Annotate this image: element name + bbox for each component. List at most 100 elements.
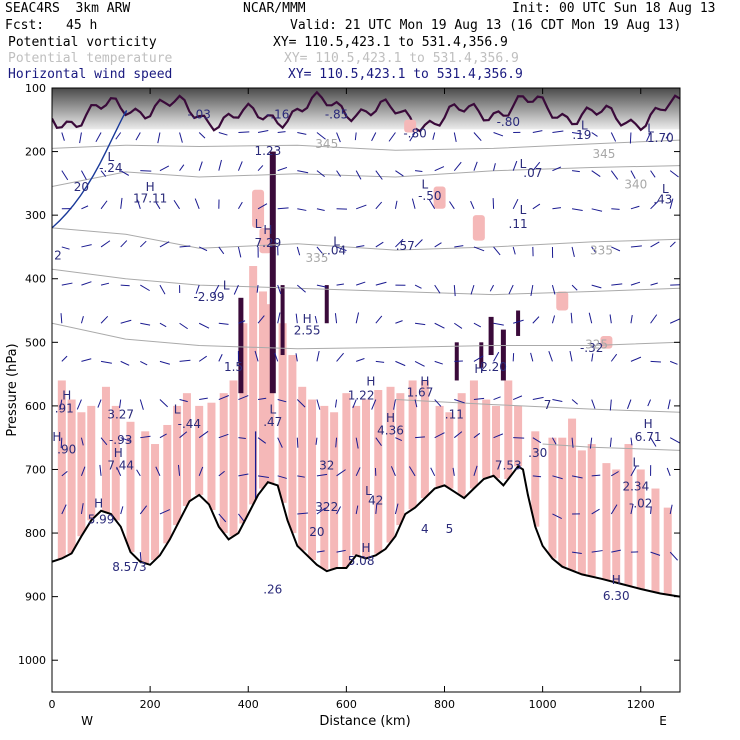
wind-vector-179 bbox=[434, 322, 445, 329]
pv-column-45 bbox=[568, 418, 577, 571]
wind-vector-125 bbox=[630, 245, 642, 248]
wind-vector-346 bbox=[669, 551, 678, 561]
run-name: SEAC4RS 3km ARW bbox=[5, 1, 131, 16]
wind-vector-43 bbox=[277, 166, 288, 172]
pv-label-20: .11 bbox=[509, 217, 528, 231]
pv-label-71: 4 bbox=[421, 522, 429, 536]
wind-vector-174 bbox=[334, 313, 338, 324]
pv-column-5 bbox=[111, 405, 120, 521]
pv-label-36: H bbox=[366, 375, 375, 389]
wind-vector-281 bbox=[551, 437, 557, 445]
wind-vector-79 bbox=[356, 204, 367, 210]
pv-label-11: -.85 bbox=[325, 108, 348, 122]
wind-vector-177 bbox=[395, 320, 403, 324]
pv-label-65: 32 bbox=[319, 458, 334, 472]
pv-column-34 bbox=[435, 405, 444, 487]
wind-vector-217 bbox=[548, 351, 553, 362]
isentrope-320 bbox=[395, 399, 680, 413]
high-pv-core-1 bbox=[238, 297, 244, 394]
wind-vector-68 bbox=[136, 199, 141, 209]
wind-vector-339 bbox=[316, 550, 325, 553]
pv-column-4 bbox=[101, 386, 110, 513]
pv-blob-5 bbox=[556, 291, 569, 311]
pv-label-31: -2.99 bbox=[193, 290, 224, 304]
wind-vector-238 bbox=[334, 399, 338, 408]
pv-label-29: 2 bbox=[54, 249, 62, 263]
wind-vector-226 bbox=[97, 399, 102, 408]
wind-vector-249 bbox=[552, 399, 563, 402]
wind-vector-98 bbox=[100, 240, 111, 248]
wind-vector-287 bbox=[669, 437, 680, 444]
wind-vector-17 bbox=[388, 132, 396, 142]
wind-vector-325 bbox=[297, 512, 308, 515]
wind-vector-178 bbox=[414, 322, 426, 326]
pv-label-8: 1.23 bbox=[255, 144, 282, 158]
wind-vector-85 bbox=[470, 200, 475, 210]
wind-vector-77 bbox=[316, 208, 325, 212]
wind-vector-150 bbox=[489, 284, 495, 292]
pv-label-56: .90 bbox=[57, 443, 76, 457]
wind-vector-164 bbox=[140, 322, 151, 326]
wind-vector-81 bbox=[394, 200, 398, 209]
wind-vector-225 bbox=[76, 399, 82, 410]
wind-vector-112 bbox=[375, 241, 384, 248]
high-pv-core-2 bbox=[280, 285, 285, 356]
wind-vector-73 bbox=[238, 201, 243, 210]
wind-vector-267 bbox=[277, 437, 283, 448]
wind-vector-263 bbox=[198, 430, 209, 439]
pv-label-58: 7.44 bbox=[107, 458, 134, 472]
pv-column-48 bbox=[602, 463, 611, 581]
pv-label-17: -.50 bbox=[418, 189, 441, 203]
wind-vector-21 bbox=[473, 132, 482, 142]
wind-vector-49 bbox=[395, 170, 404, 177]
wind-vector-74 bbox=[257, 203, 268, 210]
wind-vector-345 bbox=[650, 551, 661, 556]
wind-vector-182 bbox=[493, 322, 504, 326]
pv-label-18: -.80 bbox=[497, 115, 520, 129]
wind-vector-342 bbox=[591, 550, 603, 553]
wind-vector-1 bbox=[79, 132, 82, 144]
pv-label-42: H bbox=[62, 389, 71, 403]
wind-vector-2 bbox=[95, 132, 102, 143]
pv-column-32 bbox=[408, 380, 417, 510]
wind-vector-155 bbox=[591, 284, 602, 289]
wind-vector-235 bbox=[277, 399, 287, 403]
wind-vector-297 bbox=[238, 473, 249, 477]
wind-vector-187 bbox=[588, 312, 593, 324]
wind-vector-128 bbox=[61, 282, 73, 286]
wind-vector-57 bbox=[552, 166, 562, 172]
y-axis-title: Pressure (hPa) bbox=[5, 343, 20, 436]
wind-vector-84 bbox=[449, 201, 455, 210]
wind-vector-290 bbox=[99, 464, 102, 476]
pv-label-24: .19 bbox=[572, 128, 591, 142]
wind-vector-66 bbox=[100, 200, 108, 210]
wind-vector-113 bbox=[395, 238, 404, 248]
wind-vector-50 bbox=[415, 170, 423, 172]
pv-label-12: L bbox=[333, 235, 340, 249]
pv-column-22 bbox=[298, 386, 307, 551]
pv-column-11 bbox=[182, 393, 191, 507]
wind-vector-333 bbox=[591, 508, 600, 515]
pv-column-29 bbox=[374, 390, 383, 554]
wind-vector-152 bbox=[530, 285, 534, 297]
wind-vector-13 bbox=[316, 132, 326, 140]
wind-vector-114 bbox=[414, 239, 423, 248]
wind-vector-51 bbox=[434, 166, 445, 172]
wind-vector-153 bbox=[551, 284, 556, 295]
wind-vector-24 bbox=[532, 130, 543, 133]
wind-vector-222 bbox=[650, 360, 661, 363]
pv-label-78: .26 bbox=[263, 582, 282, 596]
wind-vector-273 bbox=[395, 437, 403, 442]
wind-vector-156 bbox=[611, 283, 623, 286]
pv-label-76: 8.57 bbox=[112, 560, 139, 574]
tropopause-contour bbox=[52, 90, 680, 133]
isentrope-325 bbox=[52, 322, 680, 350]
wind-vector-262 bbox=[179, 431, 188, 439]
wind-vector-171 bbox=[277, 312, 281, 324]
wind-vector-25 bbox=[552, 130, 564, 134]
pv-label-9: H bbox=[263, 223, 272, 237]
wind-vector-90 bbox=[571, 208, 583, 211]
wind-vector-199 bbox=[198, 355, 207, 362]
wind-vector-218 bbox=[569, 350, 573, 362]
wind-vector-165 bbox=[159, 322, 167, 328]
